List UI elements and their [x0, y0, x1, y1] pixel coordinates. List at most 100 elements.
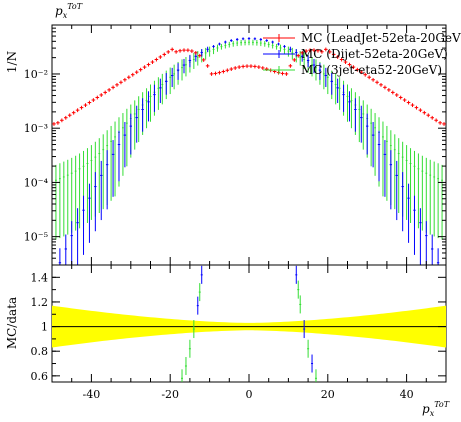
red-series-point [201, 58, 206, 62]
red-series-point [410, 103, 415, 108]
blue-series-point [117, 130, 121, 182]
red-series-point [150, 60, 155, 64]
red-series-point [60, 118, 64, 123]
green-series-point [216, 44, 219, 52]
blue-series-point [407, 183, 410, 243]
red-series-point [134, 70, 139, 75]
main-y-axis-title: 1/N [5, 51, 19, 73]
green-series-point [224, 42, 227, 49]
green-series-point [137, 96, 140, 143]
blue-series-point [401, 172, 404, 232]
blue-series-point [141, 98, 144, 132]
blue-series-point [88, 183, 91, 243]
green-series-point [248, 39, 250, 46]
green-ratio-point [198, 283, 201, 302]
red-series-point [442, 122, 446, 126]
blue-series-point [389, 150, 393, 210]
green-series-point [370, 108, 373, 167]
green-ratio-point [297, 280, 300, 299]
blue-series-point [100, 160, 103, 221]
green-series-point [122, 113, 124, 176]
green-series-point [181, 59, 183, 81]
legend-entry: MC (Dijet-52eta-20GeV) [263, 47, 448, 61]
red-series-point [166, 50, 171, 54]
red-series-point [79, 105, 84, 110]
blue-series-point [413, 195, 416, 255]
green-series-point [114, 121, 116, 197]
red-series-point [398, 95, 403, 100]
blue-series-point [170, 67, 174, 88]
green-series-point [86, 148, 89, 223]
blue-series-point [360, 105, 363, 143]
red-series-point [327, 50, 332, 54]
x-tick-label: 20 [321, 388, 335, 401]
red-series-point [111, 85, 115, 90]
x-tick-label: -40 [83, 388, 101, 401]
red-series-point [154, 57, 159, 62]
ratio-y-tick-label: 0.6 [31, 370, 49, 383]
ratio-y-axis-title: MC/data [5, 297, 19, 349]
blue-series-point [241, 37, 245, 41]
blue-series-point [348, 91, 351, 122]
blue-series-point [147, 91, 150, 122]
blue-series-point [218, 42, 221, 46]
green-series-point [279, 44, 282, 52]
green-series-point [326, 67, 329, 95]
green-series-point [346, 84, 349, 122]
red-series-point [63, 115, 68, 120]
blue-series-point [354, 98, 357, 132]
green-series-point [437, 163, 440, 239]
red-series-point [138, 67, 143, 72]
ratio-y-tick-label: 1.4 [31, 271, 49, 284]
green-series-point [125, 108, 128, 167]
red-series-point [186, 48, 190, 53]
red-series-point [331, 52, 336, 57]
red-series-point [316, 48, 320, 53]
top-variable-label: pxToT [55, 2, 83, 20]
green-series-point [58, 163, 61, 239]
blue-series-point [135, 105, 138, 143]
blue-series-point [82, 195, 85, 255]
red-series-point [174, 49, 178, 54]
blue-series-point [253, 37, 257, 41]
green-series-point [252, 39, 254, 46]
red-series-point [260, 66, 265, 70]
green-series-point [90, 145, 93, 220]
blue-ratio-point [200, 265, 203, 284]
ratio-data-layer [52, 265, 446, 382]
main-x-ticks [51, 25, 447, 265]
red-series-point [233, 66, 238, 70]
blue-series-point [312, 58, 316, 74]
blue-series-point [330, 73, 333, 95]
green-series-point [386, 125, 388, 201]
green-series-point [315, 59, 317, 81]
legend-entry: MC (3jet-eta52-20GeV) [263, 63, 442, 77]
green-series-point [62, 161, 65, 237]
red-series-point [296, 53, 301, 58]
red-series-point [71, 110, 76, 115]
red-series-point [304, 49, 308, 53]
red-series-point [56, 120, 60, 125]
blue-series-point [366, 113, 369, 155]
green-series-point [362, 100, 365, 150]
main-y-tick-label: 10⁻⁵ [24, 231, 48, 244]
red-series-point [367, 75, 371, 80]
red-series-point [430, 115, 435, 120]
green-series-point [240, 39, 243, 46]
red-series-point [355, 67, 360, 72]
green-ratio-point [184, 356, 187, 375]
red-series-point [225, 68, 230, 73]
blue-series-point [431, 234, 434, 265]
red-series-point [178, 48, 182, 53]
red-series-point [375, 80, 379, 85]
blue-series-point [383, 140, 387, 197]
blue-ratio-point [196, 296, 199, 315]
red-series-point [394, 93, 399, 97]
red-series-point [426, 113, 431, 118]
green-series-point [271, 42, 274, 49]
blue-ratio-point [311, 354, 314, 373]
blue-series-point [111, 140, 115, 197]
red-series-point [418, 108, 423, 113]
red-series-point [241, 64, 245, 69]
ratio-y-tick-label: 1 [41, 321, 48, 334]
